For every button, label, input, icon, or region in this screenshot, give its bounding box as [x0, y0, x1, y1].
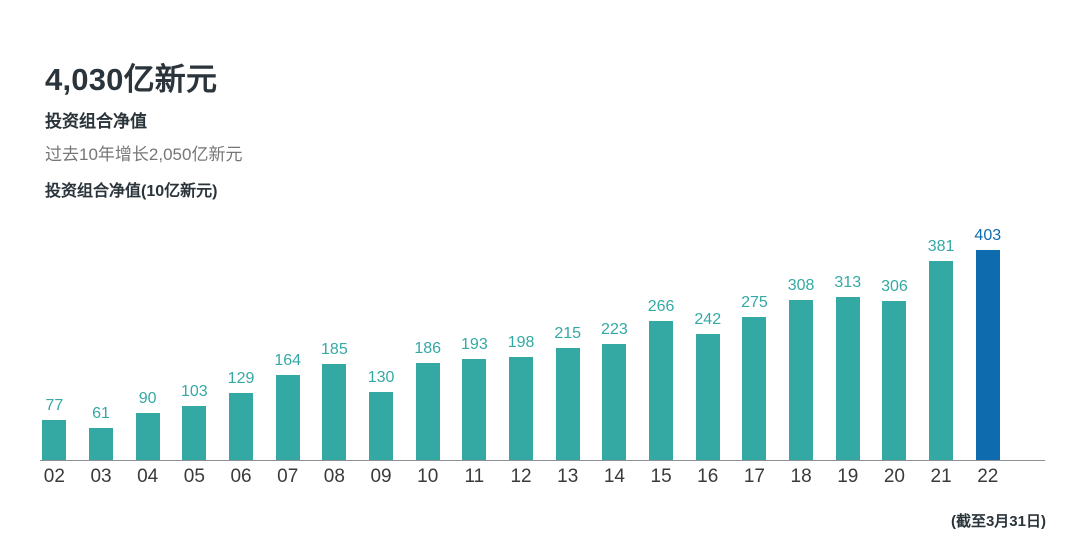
bar-value-label: 129 [227, 370, 255, 387]
bar-column: 215 [544, 220, 591, 460]
bar [742, 317, 767, 460]
bar-column: 61 [78, 220, 125, 460]
bar-value-label: 403 [974, 227, 1002, 244]
bar-value-label: 130 [367, 369, 395, 386]
x-axis-label: 02 [43, 466, 65, 487]
bar-value-label: 185 [321, 341, 348, 358]
bar-value-label: 275 [741, 294, 768, 311]
bar-value-label: 242 [694, 311, 722, 328]
bar [789, 300, 814, 460]
x-axis-labels: 02 03 04 05 06 07 08 09 10 11 12 13 14 15 16 17 18 19 20 21… [31, 466, 1011, 488]
bar-column: 164 [264, 220, 311, 460]
bar [509, 357, 534, 460]
x-axis-label: 20 [883, 466, 905, 487]
bar-value-label: 215 [554, 325, 582, 342]
bar-column: 185 [311, 220, 358, 460]
bar-column: 193 [451, 220, 498, 460]
x-axis-label: 10 [417, 466, 439, 487]
bar [42, 420, 67, 460]
bar-column: 186 [404, 220, 451, 460]
bar-column: 77 [31, 220, 78, 460]
bar-column: 129 [218, 220, 265, 460]
x-axis-label: 15 [650, 466, 672, 487]
chart-title: 投资组合净值(10亿新元) [45, 183, 218, 200]
bar [182, 406, 207, 460]
x-axis-label: 19 [837, 466, 859, 487]
bar [555, 348, 580, 460]
bar [89, 428, 113, 460]
x-axis-label: 07 [277, 466, 299, 487]
bar-value-label: 306 [881, 278, 908, 295]
bar-value-label: 164 [274, 352, 302, 369]
bar [649, 321, 674, 460]
bar-column: 130 [358, 220, 405, 460]
bar-column: 403 [964, 220, 1011, 460]
x-axis-line [40, 460, 1045, 461]
bar-value-label: 198 [507, 334, 535, 351]
bar-column: 266 [638, 220, 685, 460]
bar-column: 381 [918, 220, 965, 460]
bar [369, 392, 394, 460]
bar [602, 344, 627, 460]
bar-value-label: 223 [601, 321, 628, 338]
bar-value-label: 186 [414, 340, 442, 357]
x-axis-label: 14 [603, 466, 625, 487]
bar-column: 223 [591, 220, 638, 460]
x-axis-label: 22 [977, 466, 999, 487]
growth-note: 过去10年增长2,050亿新元 [45, 144, 243, 164]
bar-column: 306 [871, 220, 918, 460]
bar [975, 250, 1000, 460]
x-axis-label: 12 [510, 466, 532, 487]
bar-column: 198 [498, 220, 545, 460]
bar [929, 261, 954, 460]
bar-value-label: 90 [138, 390, 157, 407]
bar [322, 364, 347, 460]
bars-area: 77 61 90 103 129 164 185 130 186 193 198 215 223 266 2… [31, 220, 1011, 460]
bar-column: 103 [171, 220, 218, 460]
bar-column: 313 [824, 220, 871, 460]
x-axis-label: 04 [137, 466, 159, 487]
x-axis-label: 05 [183, 466, 205, 487]
bar-column: 90 [124, 220, 171, 460]
bar-column: 275 [731, 220, 778, 460]
bar-value-label: 308 [787, 277, 815, 294]
headline-label: 投资组合净值 [45, 111, 147, 131]
x-axis-label: 13 [557, 466, 579, 487]
x-axis-label: 21 [930, 466, 952, 487]
bar [135, 413, 160, 460]
bar-value-label: 381 [927, 238, 955, 255]
headline-value: 4,030亿新元 [45, 62, 218, 97]
x-axis-label: 06 [230, 466, 252, 487]
x-axis-label: 16 [697, 466, 719, 487]
x-axis-label: 18 [790, 466, 812, 487]
bar [415, 363, 440, 460]
bar-value-label: 193 [461, 336, 488, 353]
footnote: (截至3月31日) [950, 513, 1046, 530]
bar [275, 375, 300, 460]
x-axis-label: 11 [464, 466, 485, 487]
bar-value-label: 266 [647, 298, 675, 315]
bar-value-label: 61 [92, 405, 110, 422]
bar-value-label: 313 [834, 274, 862, 291]
x-axis-label: 03 [90, 466, 112, 487]
bar [835, 297, 860, 460]
bar [695, 334, 720, 460]
bar [229, 393, 254, 460]
bar [462, 359, 487, 460]
x-axis-label: 08 [323, 466, 345, 487]
header-block: 4,030亿新元 投资组合净值 过去10年增长2,050亿新元 [45, 62, 242, 165]
bar-value-label: 77 [45, 397, 64, 414]
bar-value-label: 103 [181, 383, 208, 400]
bar-column: 242 [684, 220, 731, 460]
x-axis-label: 09 [370, 466, 392, 487]
x-axis-label: 17 [743, 466, 765, 487]
bar [882, 301, 907, 460]
bar-column: 308 [778, 220, 825, 460]
